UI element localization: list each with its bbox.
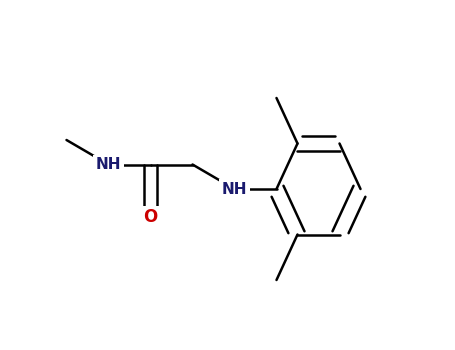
Text: NH: NH: [96, 157, 121, 172]
Text: O: O: [143, 208, 157, 226]
Text: NH: NH: [222, 182, 247, 196]
